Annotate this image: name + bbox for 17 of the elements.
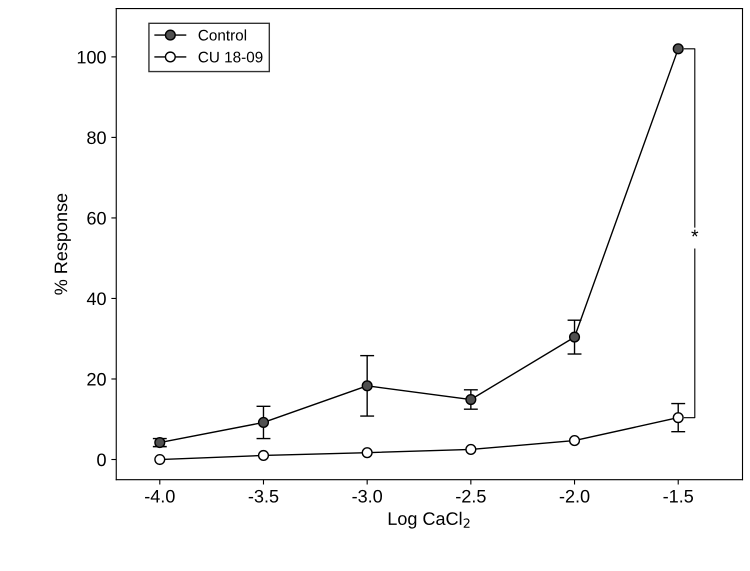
x-tick-label: -1.5 xyxy=(663,490,694,503)
y-tick-label: 40 xyxy=(86,292,106,306)
x-tick-label: -3.5 xyxy=(248,490,278,503)
y-tick-label: 60 xyxy=(87,212,106,225)
y-tick-label: 100 xyxy=(78,50,106,64)
y-axis-title: % Response xyxy=(54,194,71,295)
annotation: * xyxy=(691,230,698,237)
x-tick-label: -3.0 xyxy=(352,490,382,503)
legend-label: CU 18-09 xyxy=(198,52,262,62)
y-tick-label: 0 xyxy=(97,453,106,466)
y-tick-label: 80 xyxy=(87,131,106,144)
x-axis-title: Log CaCl$_{2}$ xyxy=(388,512,470,529)
x-tick-label: -4.0 xyxy=(145,490,175,503)
legend-label: Control xyxy=(198,29,246,41)
y-tick-label: 20 xyxy=(87,372,106,386)
x-tick-label: -2.0 xyxy=(560,490,590,503)
x-tick-label: -2.5 xyxy=(456,490,486,503)
